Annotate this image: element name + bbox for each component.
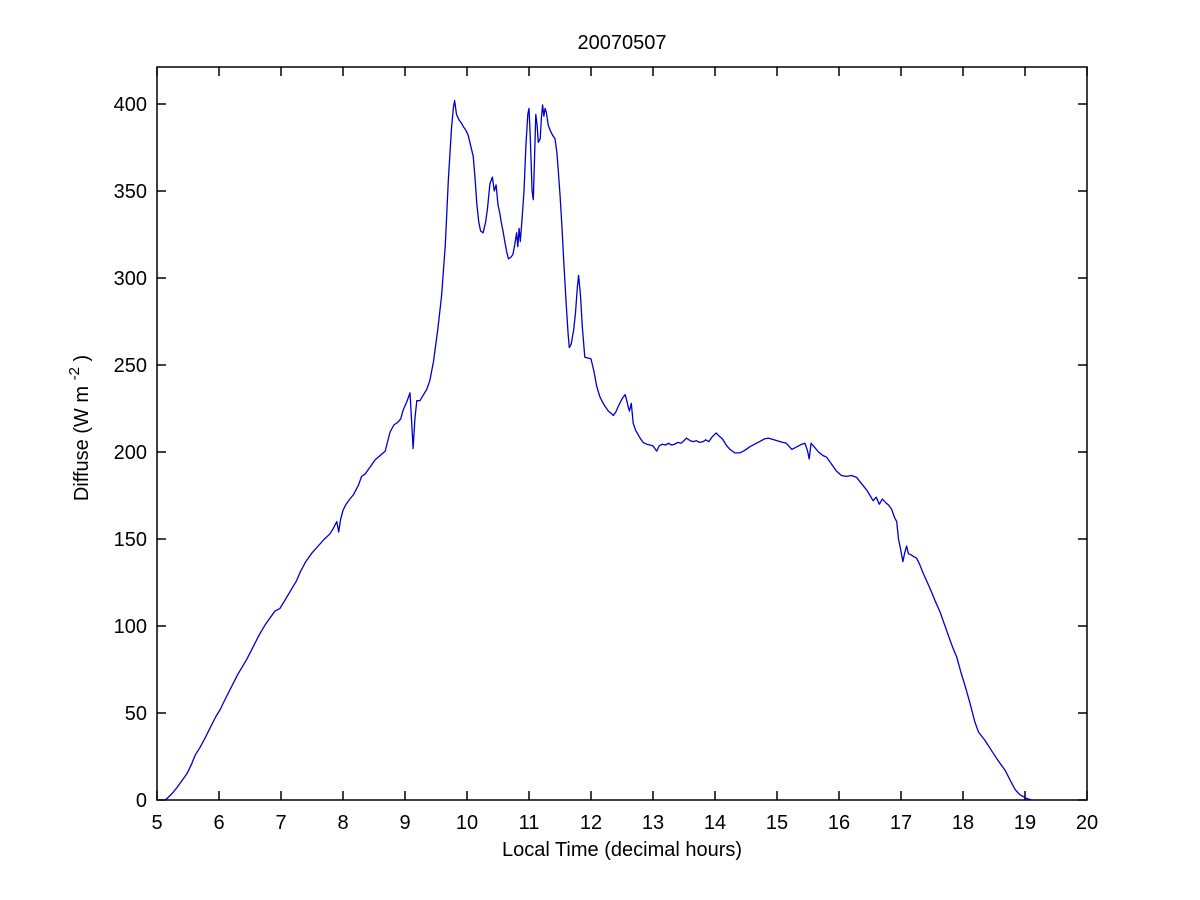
y-axis-label-main: Diffuse (W m bbox=[71, 386, 93, 501]
x-tick-label: 15 bbox=[766, 812, 788, 834]
x-axis-label: Local Time (decimal hours) bbox=[502, 839, 742, 861]
x-tick-label: 12 bbox=[580, 812, 602, 834]
x-tick-label: 16 bbox=[828, 812, 850, 834]
y-tick-label: 350 bbox=[114, 181, 147, 203]
x-tick-label: 11 bbox=[519, 812, 540, 834]
y-axis-label: Diffuse (W m -2 ) bbox=[62, 355, 93, 501]
y-tick-label: 200 bbox=[114, 442, 147, 464]
axes-and-data: 5 6 7 8 9 10 11 12 13 14 15 16 17 18 19 200501001502002… bbox=[114, 66, 1098, 834]
x-tick-label: 14 bbox=[704, 812, 726, 834]
x-tick-label: 8 bbox=[337, 812, 348, 834]
y-tick-label: 300 bbox=[114, 268, 147, 290]
y-tick-label: 100 bbox=[114, 616, 147, 638]
y-tick-label: 400 bbox=[114, 94, 147, 116]
x-tick-label: 17 bbox=[890, 812, 912, 834]
x-tick-label: 7 bbox=[275, 812, 286, 834]
x-tick-label: 9 bbox=[399, 812, 410, 834]
data-line bbox=[164, 99, 1033, 801]
y-axis-label-close: ) bbox=[71, 355, 93, 362]
plot-box bbox=[156, 66, 1088, 801]
x-tick-label: 6 bbox=[213, 812, 224, 834]
y-tick-label: 0 bbox=[136, 790, 147, 812]
plot-title: 20070507 bbox=[578, 32, 667, 54]
x-tick-label: 20 bbox=[1076, 812, 1098, 834]
x-tick-label: 10 bbox=[456, 812, 478, 834]
x-tick-label: 13 bbox=[642, 812, 664, 834]
x-tick-label: 5 bbox=[151, 812, 162, 834]
y-tick-label: 50 bbox=[125, 703, 147, 725]
x-tick-label: 18 bbox=[952, 812, 974, 834]
y-axis-label-superscript: -2 bbox=[66, 367, 83, 380]
y-tick-label: 150 bbox=[114, 529, 147, 551]
y-tick-label: 250 bbox=[114, 355, 147, 377]
x-tick-label: 19 bbox=[1014, 812, 1036, 834]
